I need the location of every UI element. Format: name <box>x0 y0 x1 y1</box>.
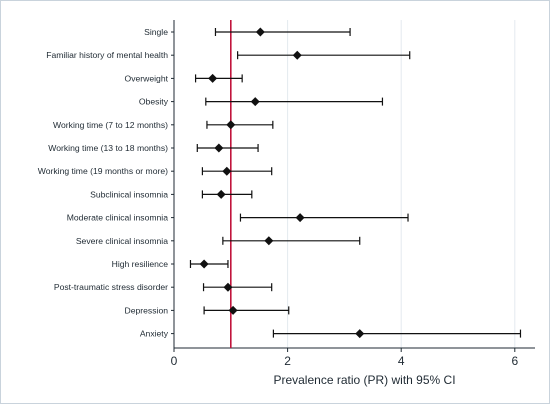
point-estimate <box>292 50 302 60</box>
point-estimate <box>250 97 260 107</box>
point-estimate <box>355 329 365 339</box>
point-estimate <box>208 73 218 83</box>
row-3: Obesity <box>139 97 384 107</box>
category-label: High resilience <box>112 259 169 269</box>
category-label: Overweight <box>125 73 169 83</box>
row-6: Working time (19 months or more) <box>38 166 273 176</box>
row-13: Anxiety <box>140 329 522 339</box>
row-12: Depression <box>125 305 290 315</box>
category-label: Depression <box>125 305 169 315</box>
point-estimate <box>223 282 233 292</box>
row-11: Post-traumatic stress disorder <box>54 282 273 292</box>
category-label: Obesity <box>139 97 169 107</box>
row-1: Familiar history of mental health <box>46 50 411 60</box>
category-label: Single <box>144 27 168 37</box>
x-axis-title: Prevalence ratio (PR) with 95% CI <box>273 373 455 387</box>
row-4: Working time (7 to 12 months) <box>53 120 274 130</box>
row-2: Overweight <box>125 73 243 83</box>
category-label: Anxiety <box>140 329 169 339</box>
gridlines <box>287 20 516 348</box>
category-label: Working time (7 to 12 months) <box>53 120 168 130</box>
point-estimate <box>199 259 209 269</box>
x-tick-label-3: 6 <box>511 354 518 368</box>
row-0: Single <box>144 27 351 37</box>
estimates: Single Familiar history of mental health O… <box>38 27 522 339</box>
x-tick-label-2: 4 <box>398 354 405 368</box>
point-estimate <box>255 27 265 37</box>
category-label: Working time (19 months or more) <box>38 166 168 176</box>
point-estimate <box>228 305 238 315</box>
point-estimate <box>216 189 226 199</box>
x-ticks: 0 2 4 6 <box>171 348 518 368</box>
category-label: Working time (13 to 18 months) <box>48 143 168 153</box>
category-label: Familiar history of mental health <box>46 50 168 60</box>
point-estimate <box>226 120 236 130</box>
point-estimate <box>214 143 224 153</box>
category-label: Severe clinical insomnia <box>76 236 168 246</box>
row-7: Subclinical insomnia <box>90 189 253 199</box>
category-label: Moderate clinical insomnia <box>67 213 168 223</box>
point-estimate <box>295 213 305 223</box>
x-tick-label-0: 0 <box>171 354 178 368</box>
point-estimate <box>264 236 274 246</box>
point-estimate <box>222 166 232 176</box>
x-tick-label-1: 2 <box>284 354 291 368</box>
category-label: Post-traumatic stress disorder <box>54 282 168 292</box>
row-10: High resilience <box>112 259 229 269</box>
row-8: Moderate clinical insomnia <box>67 213 409 223</box>
category-label: Subclinical insomnia <box>90 189 168 199</box>
row-5: Working time (13 to 18 months) <box>48 143 259 153</box>
row-9: Severe clinical insomnia <box>76 236 361 246</box>
